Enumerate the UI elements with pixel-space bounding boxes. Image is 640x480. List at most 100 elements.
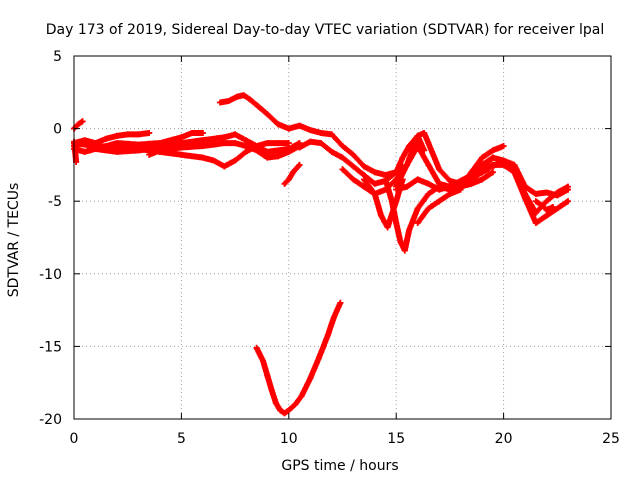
data-point: [425, 161, 432, 168]
data-point: [264, 154, 271, 161]
y-tick-label: -20: [39, 412, 62, 428]
data-point: [436, 198, 443, 205]
data-point: [268, 386, 275, 393]
data-point: [296, 122, 303, 129]
data-point: [275, 140, 282, 147]
data-point: [285, 407, 292, 414]
data-point: [436, 186, 443, 193]
data-point: [532, 198, 539, 205]
data-point: [393, 219, 400, 226]
data-point: [285, 176, 292, 183]
data-point: [253, 147, 260, 154]
data-point: [290, 169, 297, 176]
data-point: [221, 163, 228, 170]
data-point: [281, 180, 288, 187]
data-point: [489, 147, 496, 154]
data-point: [421, 129, 428, 136]
data-point: [103, 135, 110, 142]
data-point: [92, 143, 99, 150]
data-point: [275, 121, 282, 128]
y-tick-label: -5: [48, 194, 62, 210]
data-point: [318, 129, 325, 136]
data-point: [436, 166, 443, 173]
x-tick-label: 10: [280, 431, 298, 447]
data-point: [403, 161, 410, 168]
y-tick-label: -10: [39, 267, 62, 283]
data-point: [468, 169, 475, 176]
data-point: [350, 176, 357, 183]
data-point: [199, 154, 206, 161]
data-point: [500, 157, 507, 164]
data-point: [522, 190, 529, 197]
data-point: [296, 144, 303, 151]
data-point: [260, 357, 267, 364]
data-point: [296, 161, 303, 168]
x-tick-label: 25: [602, 431, 620, 447]
axes: 0 5 10 15 20 25 5 0 -5 -10 -15 -20: [39, 49, 620, 447]
data-point: [242, 148, 249, 155]
y-axis-label: SDTVAR / TECUs: [6, 183, 22, 298]
data-point: [339, 154, 346, 161]
data-point: [307, 127, 314, 134]
data-point: [328, 148, 335, 155]
data-point: [178, 134, 185, 141]
data-point: [146, 129, 153, 136]
data-point: [393, 169, 400, 176]
data-point: [565, 198, 572, 205]
data-point: [414, 219, 421, 226]
data-point: [457, 183, 464, 190]
data-point: [318, 140, 325, 147]
data-point: [221, 134, 228, 141]
y-tick-label: 5: [53, 49, 62, 65]
data-point: [425, 140, 432, 147]
data-point: [255, 103, 262, 110]
data-point: [425, 180, 432, 187]
data-point: [189, 129, 196, 136]
plot-frame: [73, 55, 612, 420]
data-point: [532, 219, 539, 226]
data-point: [307, 138, 314, 145]
data-point: [210, 157, 217, 164]
data-point: [414, 132, 421, 139]
data-point: [79, 118, 86, 125]
data-point: [489, 163, 496, 170]
data-point: [360, 183, 367, 190]
chart-title: Day 173 of 2019, Sidereal Day-to-day VTE…: [46, 22, 604, 38]
data-point: [371, 180, 378, 187]
data-point: [178, 144, 185, 151]
grid-lines: [74, 56, 611, 419]
data-point: [135, 131, 142, 138]
data-point: [543, 198, 550, 205]
x-tick-label: 5: [177, 431, 186, 447]
series-arc8: [217, 92, 406, 179]
y-tick-label: -15: [39, 339, 62, 355]
data-point: [414, 176, 421, 183]
data-point: [264, 372, 271, 379]
series-arc6: [71, 118, 86, 132]
series-arc5: [146, 140, 303, 161]
data-point: [277, 407, 284, 414]
data-point: [479, 154, 486, 161]
data-point: [446, 190, 453, 197]
data-point: [199, 129, 206, 136]
data-point: [382, 176, 389, 183]
data-point: [371, 190, 378, 197]
data-point: [337, 299, 344, 306]
data-point: [401, 247, 408, 254]
data-point: [178, 151, 185, 158]
x-tick-label: 15: [387, 431, 405, 447]
data-point: [339, 143, 346, 150]
series-markers: [253, 299, 344, 417]
data-point: [264, 140, 271, 147]
data-point: [124, 131, 131, 138]
data-point: [275, 153, 282, 160]
data-point: [328, 131, 335, 138]
data-point: [554, 189, 561, 196]
data-point: [292, 401, 299, 408]
data-point: [543, 189, 550, 196]
data-point: [543, 206, 550, 213]
data-point: [468, 176, 475, 183]
data-point: [75, 121, 82, 128]
data-point: [360, 163, 367, 170]
